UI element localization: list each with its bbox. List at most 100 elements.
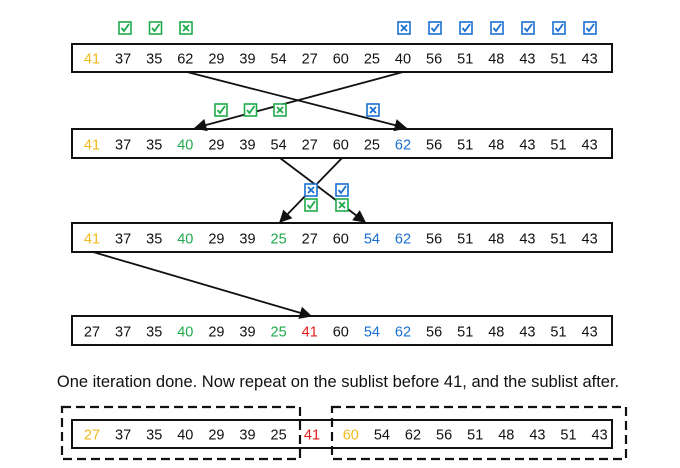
row2-green-check-icon [214, 103, 228, 117]
row3-green-cross-icon [335, 198, 349, 212]
row2-cell-4: 29 [208, 138, 224, 154]
row2-cell-9: 25 [364, 138, 380, 154]
row4-cell-10: 62 [395, 325, 411, 341]
row1-cell-10: 40 [395, 52, 411, 68]
row4-cell-1: 37 [115, 325, 131, 341]
row3-cell-1: 37 [115, 232, 131, 248]
row2-cell-0: 41 [84, 138, 100, 154]
row2-cell-6: 54 [271, 138, 287, 154]
row1-cell-11: 56 [426, 52, 442, 68]
row5-cell-1: 37 [115, 428, 131, 444]
row5-cell-4: 29 [208, 428, 224, 444]
row1-cell-5: 39 [239, 52, 255, 68]
row1-cell-14: 43 [519, 52, 535, 68]
row4-cell-9: 54 [364, 325, 380, 341]
row3-cell-7: 27 [302, 232, 318, 248]
row1-cell-13: 48 [488, 52, 504, 68]
row4-cell-12: 51 [457, 325, 473, 341]
row4-cell-5: 39 [239, 325, 255, 341]
row3-cell-5: 39 [239, 232, 255, 248]
row1-cell-4: 29 [208, 52, 224, 68]
row1-cell-9: 25 [364, 52, 380, 68]
row5-cell-16: 43 [592, 428, 608, 444]
row1-blue-check-icon [490, 21, 504, 35]
row1-cell-2: 35 [146, 52, 162, 68]
row1-blue-check-icon [428, 21, 442, 35]
row2-cell-16: 43 [582, 138, 598, 154]
row1-cell-12: 51 [457, 52, 473, 68]
row4-cell-4: 29 [208, 325, 224, 341]
row5-cell-8: 60 [343, 428, 359, 444]
row2-green-check-icon [243, 103, 258, 117]
row2-cell-13: 48 [488, 138, 504, 154]
pivot-arrow-41 [92, 251, 313, 319]
row3-cell-9: 54 [364, 232, 380, 248]
row3-cell-13: 48 [488, 232, 504, 248]
row4-cell-2: 35 [146, 325, 162, 341]
row5-cell-0: 27 [84, 428, 100, 444]
row-box-3 [71, 222, 613, 253]
row5-cell-15: 51 [560, 428, 576, 444]
row2-cell-8: 60 [333, 138, 349, 154]
row2-cell-3: 40 [177, 138, 193, 154]
row1-cell-1: 37 [115, 52, 131, 68]
right-sublist-box [330, 405, 628, 461]
row4-cell-7: 41 [302, 325, 318, 341]
row2-cell-10: 62 [395, 138, 411, 154]
row5-cell-12: 51 [467, 428, 483, 444]
row2-cell-7: 27 [302, 138, 318, 154]
row2-blue-cross-icon [366, 103, 380, 117]
row4-cell-8: 60 [333, 325, 349, 341]
row4-cell-3: 40 [177, 325, 193, 341]
row2-cell-15: 51 [550, 138, 566, 154]
row3-cell-8: 60 [333, 232, 349, 248]
row3-blue-cross-icon [304, 183, 318, 197]
row3-blue-check-icon [335, 183, 349, 197]
row2-cell-14: 43 [519, 138, 535, 154]
row4-cell-16: 43 [582, 325, 598, 341]
row4-cell-6: 25 [271, 325, 287, 341]
row5-cell-14: 43 [529, 428, 545, 444]
row5-cell-11: 56 [436, 428, 452, 444]
row5-cell-13: 48 [498, 428, 514, 444]
row3-cell-0: 41 [84, 232, 100, 248]
row5-cell-9: 54 [374, 428, 390, 444]
row1-green-cross-icon [179, 21, 193, 35]
row2-cell-11: 56 [426, 138, 442, 154]
row1-blue-cross-icon [397, 21, 411, 35]
row-box-5 [71, 419, 613, 449]
left-sublist-box [60, 405, 302, 461]
row1-blue-check-icon [552, 21, 566, 35]
row2-cell-12: 51 [457, 138, 473, 154]
row1-blue-check-icon [583, 21, 597, 35]
row-box-4 [71, 315, 613, 346]
row3-cell-2: 35 [146, 232, 162, 248]
row1-green-check-icon [118, 21, 132, 35]
row1-green-check-icon [148, 21, 163, 35]
row4-cell-14: 43 [519, 325, 535, 341]
row3-cell-12: 51 [457, 232, 473, 248]
row3-cell-10: 62 [395, 232, 411, 248]
row1-cell-7: 27 [302, 52, 318, 68]
row3-cell-6: 25 [271, 232, 287, 248]
row5-cell-10: 62 [405, 428, 421, 444]
row1-cell-15: 51 [550, 52, 566, 68]
row4-cell-0: 27 [84, 325, 100, 341]
row5-cell-7: 41 [304, 428, 320, 444]
swap-arrow-40-to-left [193, 71, 404, 132]
row3-cell-15: 51 [550, 232, 566, 248]
row1-blue-check-icon [521, 21, 535, 35]
row-box-1 [71, 43, 613, 73]
row3-cell-14: 43 [519, 232, 535, 248]
row1-blue-check-icon [459, 21, 473, 35]
row4-cell-13: 48 [488, 325, 504, 341]
row3-green-check-icon [304, 198, 318, 212]
row2-cell-1: 37 [115, 138, 131, 154]
row4-cell-15: 51 [550, 325, 566, 341]
row4-cell-11: 56 [426, 325, 442, 341]
row2-cell-2: 35 [146, 138, 162, 154]
row3-cell-4: 29 [208, 232, 224, 248]
row1-cell-6: 54 [271, 52, 287, 68]
swap-arrow-54-to-right [279, 157, 367, 223]
